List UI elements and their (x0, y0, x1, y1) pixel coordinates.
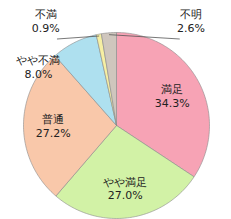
svg-text:不明2.6%: 不明2.6% (177, 8, 205, 35)
svg-text:不満0.9%: 不満0.9% (32, 8, 60, 35)
svg-text:満足34.3%: 満足34.3% (155, 83, 190, 110)
svg-text:普通27.2%: 普通27.2% (36, 113, 71, 140)
svg-text:やや満足27.0%: やや満足27.0% (103, 176, 147, 203)
svg-text:やや不満8.0%: やや不満8.0% (16, 54, 60, 81)
